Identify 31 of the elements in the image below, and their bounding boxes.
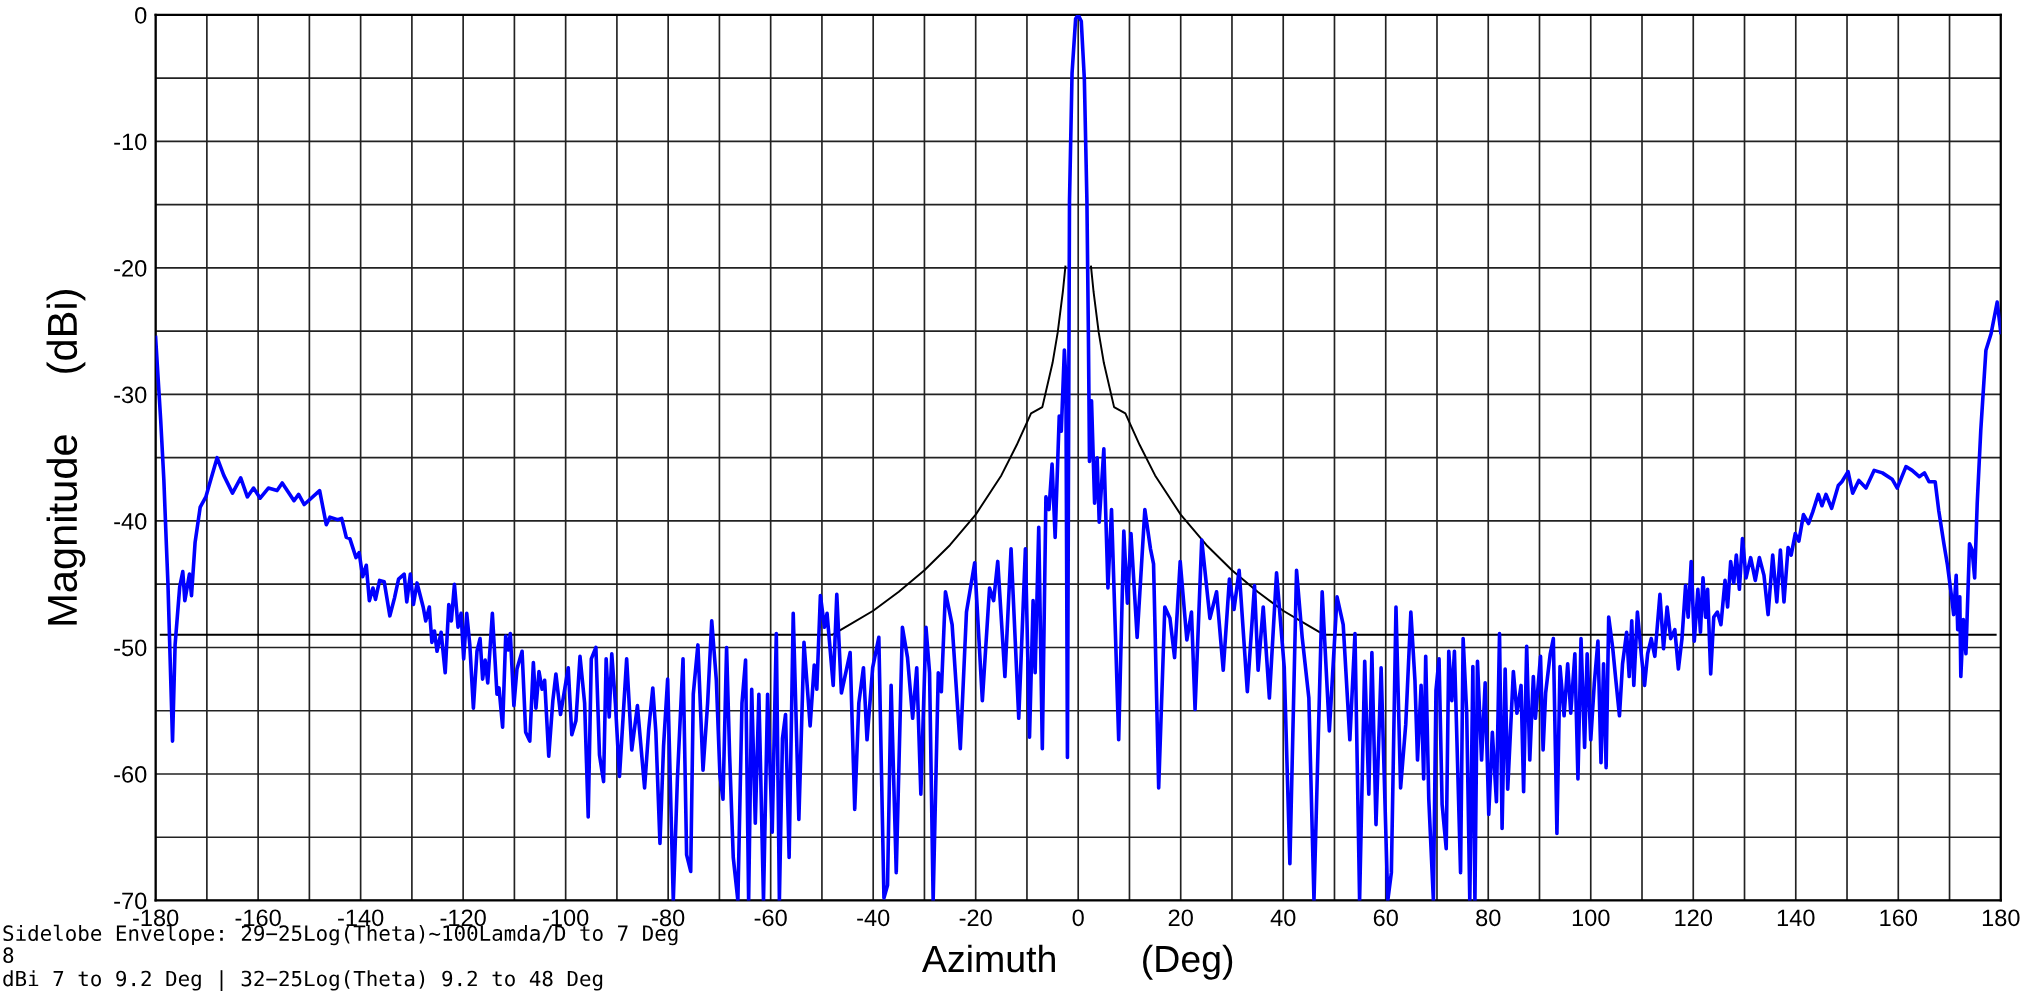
- x-tick-label: -160: [235, 909, 281, 927]
- x-tick-label: -20: [959, 909, 992, 927]
- x-tick-label: 180: [1982, 909, 2020, 927]
- x-tick-label: -40: [857, 909, 890, 927]
- line-series: [155, 14, 2001, 901]
- y-tick-label: 0: [135, 6, 147, 24]
- x-tick-label: -60: [754, 909, 787, 927]
- y-tick-label: -30: [114, 386, 147, 404]
- y-tick-label: -10: [114, 133, 147, 151]
- x-tick-label: -120: [440, 909, 486, 927]
- x-tick-label: 100: [1572, 909, 1610, 927]
- x-tick-label: 140: [1777, 909, 1815, 927]
- x-tick-label: -100: [543, 909, 589, 927]
- x-tick-label: 80: [1476, 909, 1501, 927]
- x-axis-title: Azimuth (Deg): [922, 944, 1233, 980]
- y-tick-label: -50: [114, 639, 147, 657]
- y-tick-label: -20: [114, 260, 147, 277]
- text: dBi 7 to 9.2 Deg | 32−25Log(Theta) 9.2 to 48 Deg: [3, 970, 603, 992]
- x-tick-label: 40: [1270, 909, 1296, 927]
- y-tick-label: -70: [114, 892, 147, 910]
- x-tick-label: 60: [1373, 909, 1398, 927]
- y-tick-label: -60: [114, 766, 147, 783]
- x-tick-label: 0: [1072, 909, 1084, 927]
- text: 8: [3, 947, 14, 964]
- x-tick-label: -140: [338, 909, 384, 927]
- y-axis-title: Magnitude (dBi): [46, 290, 86, 625]
- x-tick-label: 20: [1168, 909, 1193, 927]
- x-tick-label: 160: [1880, 909, 1918, 927]
- x-tick-label: 120: [1675, 909, 1713, 927]
- x-tick-label: -80: [652, 909, 685, 927]
- y-tick-label: -40: [114, 513, 147, 530]
